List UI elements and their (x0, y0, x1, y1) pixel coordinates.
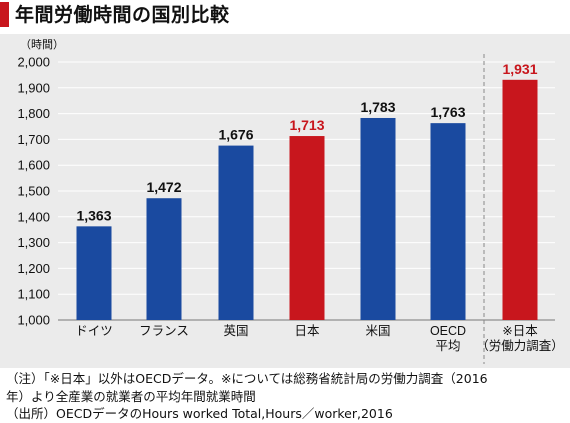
y-tick-label: 1,800 (17, 106, 50, 121)
chart-title-bar: 年間労働時間の国別比較 (0, 0, 570, 30)
note-line-2: 年）より全産業の就業者の平均年間就業時間 (6, 388, 256, 404)
bar (360, 117, 396, 321)
y-tick-label: 1,000 (17, 313, 50, 328)
data-label: 1,363 (76, 207, 111, 223)
bar (289, 136, 325, 320)
x-tick-label: 英国 (223, 324, 248, 338)
y-tick-label: 1,400 (17, 209, 50, 224)
bar (430, 123, 466, 320)
data-label: 1,931 (502, 61, 537, 77)
chart-notes: （注）「※日本」以外はOECDデータ。※については総務省統計局の労働力調査（20… (6, 370, 566, 423)
y-tick-label: 1,200 (17, 261, 50, 276)
y-tick-label: 1,300 (17, 235, 50, 250)
bar (218, 145, 254, 320)
x-tick-label: OECD (430, 324, 466, 338)
data-label: 1,763 (430, 104, 465, 120)
x-tick-label: ドイツ (75, 324, 113, 338)
data-label: 1,676 (218, 127, 253, 143)
y-tick-label: 1,900 (17, 80, 50, 95)
y-axis-unit-label: （時間） (20, 38, 64, 51)
y-tick-label: 1,500 (17, 184, 50, 199)
chart-title: 年間労働時間の国別比較 (15, 4, 230, 26)
y-tick-label: 1,700 (17, 132, 50, 147)
data-label: 1,713 (289, 117, 324, 133)
bar (502, 79, 538, 320)
note-line-1: （注）「※日本」以外はOECDデータ。※については総務省統計局の労働力調査（20… (6, 371, 488, 386)
x-tick-label: ※日本 (502, 324, 538, 338)
source-line: （出所）OECDデータのHours worked Total,Hours／wor… (6, 406, 393, 421)
bar (146, 198, 182, 320)
title-accent-mark (0, 2, 9, 27)
x-tick-label: （労働力調査） (476, 339, 564, 353)
x-tick-label: 平均 (435, 339, 460, 353)
bar (76, 226, 112, 320)
y-tick-label: 1,600 (17, 158, 50, 173)
bar-chart: （時間） 1,000 1,100 1,200 1,300 1,400 1,500 1,600 1… (17, 38, 564, 364)
y-tick-label: 1,100 (17, 287, 50, 302)
data-label: 1,783 (360, 99, 395, 115)
x-tick-label: 日本 (294, 324, 320, 338)
x-tick-label: フランス (139, 324, 189, 338)
chart-area: （時間） 1,000 1,100 1,200 1,300 1,400 1,500 1,600 1… (0, 34, 570, 368)
data-label: 1,472 (146, 179, 181, 195)
y-tick-label: 2,000 (17, 55, 50, 70)
x-tick-label: 米国 (365, 324, 390, 338)
